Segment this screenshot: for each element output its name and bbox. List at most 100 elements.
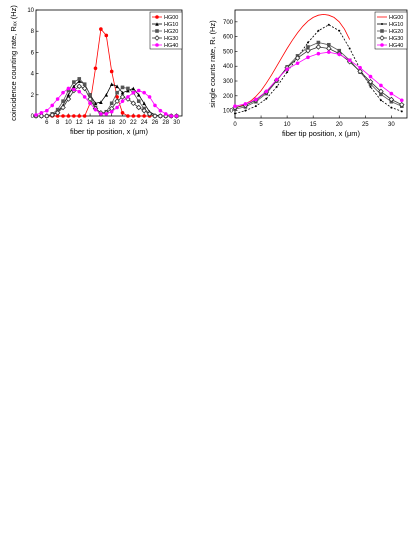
y-tick-label: 0 xyxy=(31,114,35,120)
legend-label: HG30 xyxy=(164,36,178,42)
data-point xyxy=(152,113,158,119)
y-tick-label: 4 xyxy=(31,72,35,78)
legend-marker xyxy=(380,43,384,47)
x-tick-label: 30 xyxy=(173,120,180,126)
data-point xyxy=(131,86,136,91)
data-point xyxy=(61,114,65,118)
legend-label: HG00 xyxy=(389,15,403,21)
x-tick-label: 22 xyxy=(130,120,137,126)
data-point xyxy=(163,112,168,116)
data-point xyxy=(115,95,119,99)
plot-frame xyxy=(35,9,183,117)
x-tick-label: 16 xyxy=(98,120,105,126)
data-point xyxy=(136,99,141,103)
data-point xyxy=(131,114,136,118)
data-point xyxy=(327,42,331,47)
y-tick-label: 500 xyxy=(223,49,234,55)
data-point xyxy=(55,97,60,101)
data-point xyxy=(348,47,351,50)
y-tick-label: 100 xyxy=(223,109,234,115)
data-point xyxy=(142,101,146,106)
legend-marker xyxy=(154,35,160,41)
data-point xyxy=(254,97,258,102)
data-point xyxy=(93,107,98,112)
data-point xyxy=(368,74,373,79)
data-point xyxy=(55,107,60,112)
data-point xyxy=(306,45,310,49)
legend-label: HG40 xyxy=(389,43,403,49)
data-point xyxy=(316,40,321,45)
data-point xyxy=(315,44,322,50)
data-point xyxy=(327,50,331,54)
data-point xyxy=(367,78,374,85)
y-axis-label: coincidence counting rate, Rₓₓ (Hz) xyxy=(9,5,18,121)
data-point xyxy=(44,113,50,119)
data-point xyxy=(347,58,352,63)
x-axis-label: fiber tip position, x (μm) xyxy=(70,127,149,136)
data-point xyxy=(306,55,310,60)
series-line xyxy=(234,13,351,108)
data-point xyxy=(142,90,146,95)
data-point xyxy=(379,83,383,88)
legend-marker xyxy=(380,29,384,33)
y-tick-label: 2 xyxy=(31,93,35,99)
data-point xyxy=(120,90,125,95)
data-point xyxy=(379,99,382,102)
data-point xyxy=(109,101,114,106)
data-point xyxy=(81,85,88,92)
data-point xyxy=(77,114,82,118)
data-point xyxy=(104,33,109,38)
data-point xyxy=(274,77,279,82)
data-point xyxy=(104,93,109,97)
legend-marker xyxy=(381,23,383,25)
data-point xyxy=(389,91,394,96)
series-hg20 xyxy=(233,40,404,111)
data-point xyxy=(120,111,125,115)
x-tick-label: 30 xyxy=(388,122,395,128)
legend-marker xyxy=(155,43,159,47)
data-point xyxy=(254,105,257,108)
legend-marker xyxy=(155,29,159,33)
x-tick-label: 6 xyxy=(45,120,49,126)
data-point xyxy=(130,100,137,107)
data-point xyxy=(316,51,321,56)
data-point xyxy=(93,66,98,71)
y-tick-label: 700 xyxy=(223,20,234,26)
data-point xyxy=(147,95,152,99)
data-point xyxy=(264,89,269,94)
data-point xyxy=(135,104,142,111)
x-tick-label: 5 xyxy=(259,122,263,128)
data-point xyxy=(169,114,173,118)
x-tick-label: 10 xyxy=(65,120,72,126)
data-point xyxy=(88,93,92,97)
y-tick-label: 10 xyxy=(27,8,34,14)
data-point xyxy=(126,95,130,99)
data-point xyxy=(119,94,126,100)
data-point xyxy=(388,96,395,103)
series-hg40 xyxy=(34,86,179,118)
data-point xyxy=(114,98,120,104)
legend-marker xyxy=(155,22,159,26)
legend-label: HG40 xyxy=(164,43,178,49)
data-point xyxy=(38,113,45,119)
data-point xyxy=(66,88,71,93)
data-point xyxy=(72,84,76,89)
x-tick-label: 26 xyxy=(152,120,159,126)
data-point xyxy=(88,101,92,106)
data-point xyxy=(99,112,103,116)
x-tick-label: 24 xyxy=(141,120,148,126)
data-point xyxy=(158,108,163,113)
data-point xyxy=(54,110,61,116)
x-tick-label: 20 xyxy=(119,120,126,126)
data-point xyxy=(244,109,247,112)
data-point xyxy=(72,114,76,118)
data-point xyxy=(369,85,372,88)
data-point xyxy=(305,47,311,54)
data-point xyxy=(39,111,44,115)
x-tick-label: 12 xyxy=(76,120,83,126)
data-point xyxy=(72,80,76,84)
data-point xyxy=(358,65,362,70)
data-point xyxy=(76,83,83,90)
